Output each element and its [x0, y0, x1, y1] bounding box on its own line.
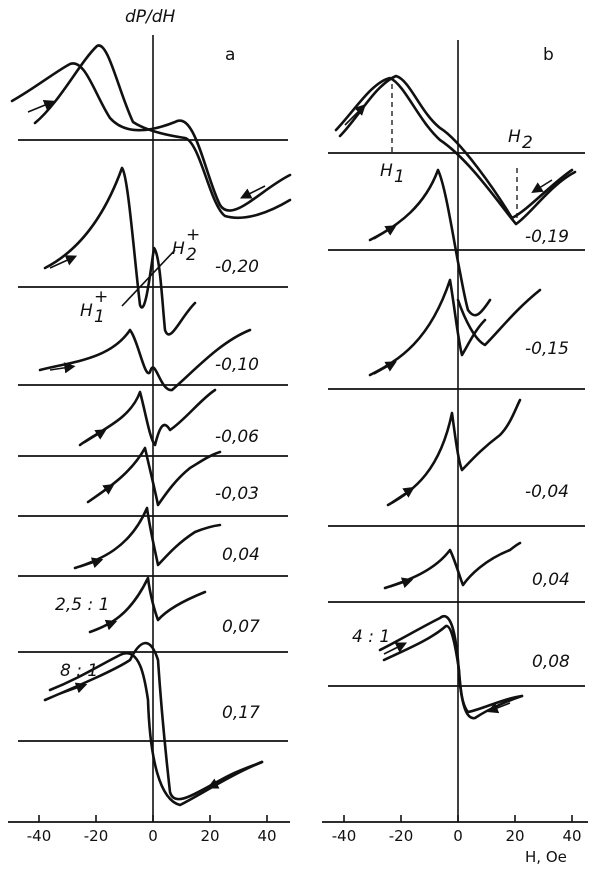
panel-b: H 1 H 2 -0,19 -0,15 -0,04 0,04 0,08 4 : … — [322, 40, 588, 866]
svg-text:H: H — [508, 127, 521, 147]
panel-a-arrow — [83, 429, 107, 444]
svg-text:H: H — [80, 301, 93, 321]
x-tick-label: 20 — [505, 827, 524, 845]
scale-ratio: 2,5 : 1 — [55, 595, 109, 615]
annotation-h1-plus: H 1 + — [80, 287, 108, 327]
panel-b-spectrum--0.19 — [368, 168, 492, 317]
trace-label: -0,03 — [215, 484, 259, 504]
x-tick-label: -40 — [27, 827, 52, 845]
panel-b-spectrum--0.15-tail — [456, 288, 542, 347]
panel-a-arrow — [91, 483, 115, 500]
panel-a-spectrum--0.06 — [78, 388, 217, 447]
panel-a-arrow — [93, 619, 118, 631]
annotation-h2: H 2 — [508, 127, 533, 153]
panel-b-spectrum-top-branch-1 — [334, 76, 577, 226]
panel-b-arrow — [486, 702, 511, 714]
panel-a: H 1 + H 2 + -0,20 -0,10 -0,06 -0,03 0,04… — [8, 35, 292, 845]
x-tick-label: -20 — [84, 827, 109, 845]
panel-b-arrow — [391, 486, 415, 503]
panel-a-arrow — [49, 255, 78, 269]
x-tick-label: 40 — [257, 827, 276, 845]
x-tick-label: -20 — [389, 827, 414, 845]
x-tick-label: 0 — [453, 827, 463, 845]
trace-label: -0,19 — [525, 227, 569, 247]
panel-a-spectrum-0.17-branch-1 — [43, 641, 264, 801]
panel-b-spectrum--0.15 — [368, 278, 487, 377]
panel-b-arrow — [344, 104, 366, 126]
annotation-h2-plus: H 2 + — [172, 225, 200, 265]
svg-text:2: 2 — [522, 133, 533, 153]
panel-b-arrow — [383, 642, 408, 655]
annotation-h1: H 1 — [380, 161, 405, 187]
panel-a-spectrum--0.03 — [86, 446, 222, 507]
panel-a-spectrum-0.17-branch-2 — [48, 651, 264, 807]
scale-ratio: 8 : 1 — [60, 661, 98, 681]
svg-text:1: 1 — [394, 167, 405, 187]
svg-text:1: 1 — [94, 307, 105, 327]
svg-text:H: H — [172, 239, 185, 259]
trace-label: 0,08 — [532, 652, 570, 672]
trace-label: 0,07 — [222, 617, 260, 637]
panel-b-spectrum--0.04 — [386, 398, 522, 507]
trace-label: -0,10 — [215, 355, 259, 375]
svg-text:H: H — [380, 161, 393, 181]
svg-text:+: + — [94, 287, 108, 307]
panel-b-x-ticks: -40 -20 0 20 40 — [332, 815, 582, 845]
y-axis-label: dP/dH — [125, 7, 176, 27]
panel-b-spectrum-0.04 — [383, 541, 522, 590]
panel-a-letter: a — [225, 45, 235, 65]
panel-b-letter: b — [543, 45, 554, 65]
trace-label: 0,04 — [532, 570, 570, 590]
panel-a-arrow — [79, 557, 104, 569]
svg-text:+: + — [186, 225, 200, 245]
panel-a-top-arrow — [239, 185, 266, 199]
x-tick-label: 0 — [148, 827, 158, 845]
trace-label: 0,04 — [222, 545, 260, 565]
panel-a-arrow — [59, 682, 88, 695]
panel-a-arrow — [206, 775, 233, 789]
trace-label: -0,15 — [525, 339, 569, 359]
trace-label: -0,04 — [525, 482, 569, 502]
panel-a-spectrum-top-branch-1 — [10, 62, 292, 212]
panel-b-spectrum-0.08-branch-2 — [382, 624, 524, 720]
panel-b-arrow — [373, 225, 397, 240]
panel-a-spectrum-0.04 — [73, 506, 222, 570]
panel-a-h-pointer — [121, 249, 176, 307]
panel-b-arrow — [373, 361, 397, 375]
svg-text:2: 2 — [186, 245, 197, 265]
panel-a-spectrum-top-branch-2 — [33, 44, 292, 220]
x-tick-label: 20 — [200, 827, 219, 845]
trace-label: -0,06 — [215, 427, 259, 447]
x-tick-label: 40 — [562, 827, 581, 845]
panel-a-spectrum-0.07 — [88, 576, 207, 634]
scale-ratio: 4 : 1 — [352, 627, 390, 647]
panel-a-spectrum--0.20 — [43, 166, 197, 336]
panel-b-arrow — [389, 577, 414, 589]
trace-label: 0,17 — [222, 703, 260, 723]
panel-a-spectrum--0.10 — [38, 328, 252, 392]
x-axis-label: H, Oe — [525, 848, 567, 866]
panel-b-arrow — [531, 179, 553, 193]
x-tick-label: -40 — [332, 827, 357, 845]
trace-label: -0,20 — [215, 257, 259, 277]
panel-b-spectrum-top-branch-2 — [338, 74, 574, 220]
panel-a-x-ticks: -40 -20 0 20 40 — [27, 815, 277, 845]
panel-a-arrow — [49, 362, 76, 374]
panel-a-top-arrow — [27, 99, 56, 113]
